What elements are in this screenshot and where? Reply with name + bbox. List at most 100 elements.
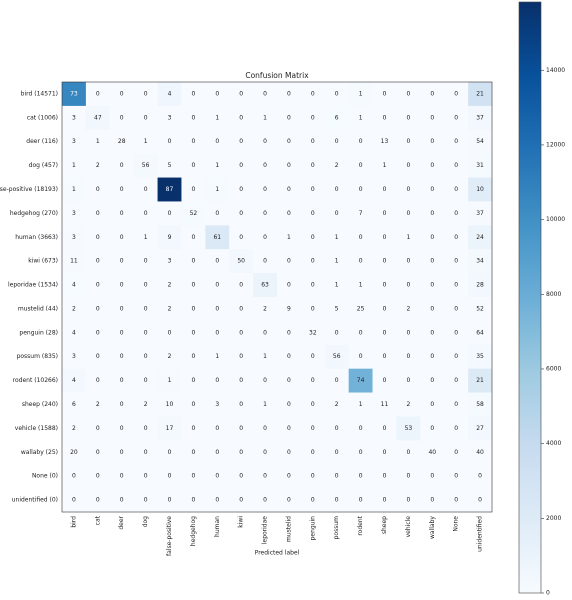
cell: [157, 392, 182, 417]
col-label: vehicle: [405, 516, 412, 538]
colorbar: [518, 1, 542, 594]
cell: [300, 201, 326, 226]
cell: [420, 297, 445, 322]
cell: [396, 297, 421, 322]
cell: [133, 249, 158, 274]
cell: [157, 368, 182, 393]
cell: [205, 320, 230, 346]
cell-label: 6: [72, 401, 76, 408]
cell: [277, 488, 302, 513]
cell: [133, 201, 158, 226]
cell: [444, 392, 469, 417]
cell-label: 2: [168, 282, 172, 289]
row-label: human (3663): [15, 234, 58, 241]
cell: [396, 82, 421, 107]
cell: [133, 297, 158, 322]
row-label: unidentified (0): [12, 497, 58, 504]
cell-label: 9: [287, 305, 291, 312]
cell-label: 0: [239, 90, 243, 97]
cell-label: 0: [430, 114, 434, 121]
cell-label: 4: [72, 329, 76, 336]
cell-label: 0: [287, 473, 291, 480]
cell-label: 0: [191, 90, 195, 97]
cell: [157, 344, 182, 369]
cell-label: 0: [120, 449, 124, 456]
cell: [229, 440, 254, 465]
cell: [205, 368, 230, 393]
cell: [109, 225, 134, 250]
cell: [133, 464, 158, 489]
x-axis-label: Predicted label: [255, 550, 300, 557]
cell-label: 0: [311, 114, 315, 121]
cell: [372, 177, 397, 202]
cell-label: 0: [335, 425, 339, 432]
cell: [277, 416, 302, 441]
cell-label: 0: [120, 186, 124, 193]
cell: [372, 273, 397, 298]
cell: [468, 320, 493, 346]
cell-label: 50: [237, 258, 245, 265]
cell-label: 0: [383, 353, 387, 360]
cell: [444, 249, 469, 274]
cell-label: 0: [311, 497, 315, 504]
cell-label: 24: [476, 234, 484, 241]
cell-label: 0: [287, 449, 291, 456]
cell-label: 0: [406, 186, 410, 193]
cell: [324, 129, 349, 154]
cell-label: 0: [144, 449, 148, 456]
cell-label: 2: [168, 353, 172, 360]
cell-label: 0: [430, 305, 434, 312]
row-label: None (0): [32, 473, 58, 480]
cell: [348, 105, 373, 131]
cell: [300, 82, 326, 107]
cell-label: 0: [120, 329, 124, 336]
cell-label: 0: [72, 473, 76, 480]
cell-label: 0: [311, 162, 315, 169]
cell: [396, 129, 421, 154]
cell: [396, 392, 421, 417]
cell-label: 0: [454, 258, 458, 265]
cell-label: 0: [383, 258, 387, 265]
cell: [205, 153, 230, 178]
cell-label: 0: [191, 114, 195, 121]
colorbar-tick-label: 8000: [546, 291, 561, 298]
cell: [324, 273, 349, 298]
cell-label: 0: [120, 162, 124, 169]
cell-label: 0: [144, 425, 148, 432]
colorbar-tick-label: 4000: [546, 440, 561, 447]
cell-label: 0: [263, 473, 267, 480]
col-label: rodent: [357, 515, 364, 535]
cell-label: 0: [96, 353, 100, 360]
cell-label: 0: [430, 497, 434, 504]
cell-label: 0: [191, 497, 195, 504]
cell-label: 53: [405, 425, 413, 432]
cell: [62, 392, 87, 417]
cell: [181, 392, 206, 417]
cell-label: 0: [311, 282, 315, 289]
cell: [372, 488, 397, 513]
row-label: rodent (10266): [13, 377, 58, 384]
cell-label: 27: [476, 425, 484, 432]
cell-label: 0: [311, 401, 315, 408]
cell-label: 11: [381, 401, 389, 408]
cell: [253, 320, 278, 346]
cell-label: 0: [239, 138, 243, 145]
cell-label: 0: [120, 282, 124, 289]
cell: [253, 201, 278, 226]
cell-label: 0: [335, 377, 339, 384]
cell-label: 35: [476, 353, 484, 360]
cell: [444, 297, 469, 322]
cell-label: 0: [96, 425, 100, 432]
cell: [396, 440, 421, 465]
cell-label: 4: [72, 377, 76, 384]
cell: [62, 249, 87, 274]
cell: [62, 105, 87, 131]
cell-label: 1: [215, 186, 219, 193]
cell: [420, 249, 445, 274]
cell-label: 0: [239, 305, 243, 312]
cell-label: 0: [263, 377, 267, 384]
cell: [133, 368, 158, 393]
cell-label: 0: [120, 210, 124, 217]
cell: [348, 392, 373, 417]
